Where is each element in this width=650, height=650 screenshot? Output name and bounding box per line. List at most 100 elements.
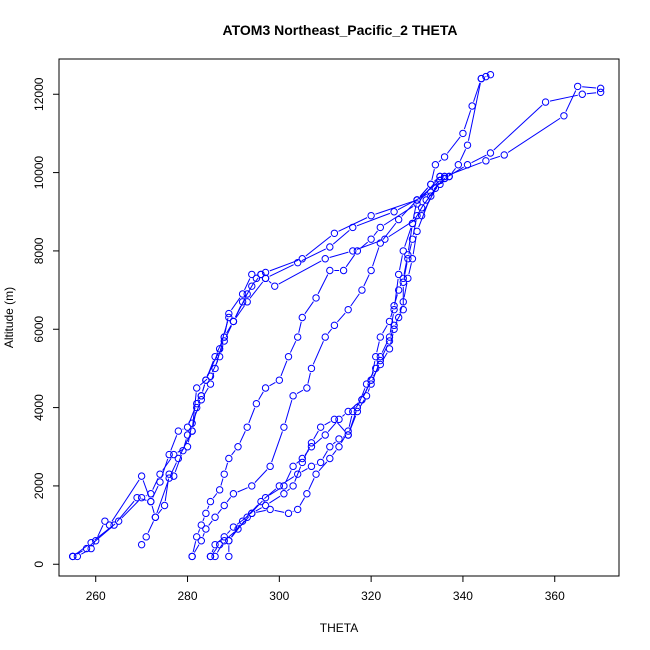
series-segment [332,229,350,245]
series-segment [174,454,182,473]
series-segment [313,430,319,440]
data-point [326,454,334,463]
data-point [257,270,265,279]
series-segment [220,478,224,486]
data-point [225,313,233,322]
series-segment [285,470,292,483]
series-segment [217,508,222,515]
data-point [358,286,366,294]
data-point [193,399,201,408]
series-segment [227,531,235,539]
series-segment [403,263,408,278]
data-point [229,523,238,531]
series-segment [215,341,224,365]
series-segment [390,309,394,318]
series-segment [284,400,293,423]
series-segment [363,274,370,287]
series-segment [248,407,256,424]
series-segment [157,508,163,515]
series-6 [188,70,495,561]
series-segment [282,476,295,484]
data-point [261,274,270,283]
series-segment [162,457,172,471]
series-segment [372,364,380,381]
series-10 [225,172,449,561]
series-segment [274,509,285,513]
series-segment [388,217,419,238]
series-segment [446,136,461,154]
data-point [482,72,490,81]
data-point [170,450,178,459]
series-segment [226,496,232,503]
data-point [174,454,183,463]
data-point [87,544,95,553]
data-point [193,384,201,392]
data-point [440,153,449,161]
series-segment [490,155,501,160]
series-segment [428,187,438,197]
data-point [335,415,343,424]
data-point [165,450,173,459]
y-tick-label: 6000 [32,316,46,343]
y-tick-label: 4000 [32,394,46,421]
data-point [376,223,385,232]
data-point [316,458,325,467]
data-point [344,407,352,416]
data-point [330,321,339,330]
series-segment [355,402,360,409]
data-point [220,501,228,510]
data-point [114,517,123,525]
series-segment [197,529,201,533]
series-segment [390,329,394,337]
data-point [238,517,247,525]
data-point [431,184,440,192]
data-point [408,255,417,263]
series-segment [327,422,337,432]
x-tick-label: 340 [453,589,473,603]
series-segment [255,507,262,512]
data-point [243,290,251,298]
data-point [385,317,394,326]
x-axis-label: THETA [320,621,358,635]
data-point [289,482,297,490]
series-group [69,70,605,561]
data-point [417,204,426,212]
data-point [394,313,403,322]
series-4 [137,176,444,549]
series-segment [431,169,435,181]
series-segment [269,487,281,496]
series-segment [211,548,214,553]
series-segment [301,468,308,473]
data-point [408,235,417,243]
series-segment [471,154,487,164]
series-segment [337,422,346,432]
data-point [390,321,398,330]
series-segment [317,274,329,295]
data-point [261,384,270,392]
series-segment [418,203,425,213]
series-segment [156,482,169,514]
series-segment [121,500,139,519]
data-point [266,505,274,514]
data-point [202,509,210,518]
data-point [399,247,407,255]
series-segment [358,388,366,404]
data-point [390,302,398,310]
data-point [463,141,472,149]
series-9 [211,174,449,561]
data-point [202,376,210,384]
series-segment [152,478,159,490]
data-point [92,537,100,545]
series-segment [249,281,255,291]
data-point [353,247,362,255]
data-point [225,454,233,463]
data-point [257,497,265,506]
series-segment [207,352,219,377]
series-segment [231,297,241,311]
series-segment [349,415,357,431]
data-point [165,474,173,482]
data-point [238,298,247,306]
chart-title: ATOM3 Northeast_Pacific_2 THETA [223,22,458,38]
data-point [252,399,261,408]
series-segment [237,487,248,493]
